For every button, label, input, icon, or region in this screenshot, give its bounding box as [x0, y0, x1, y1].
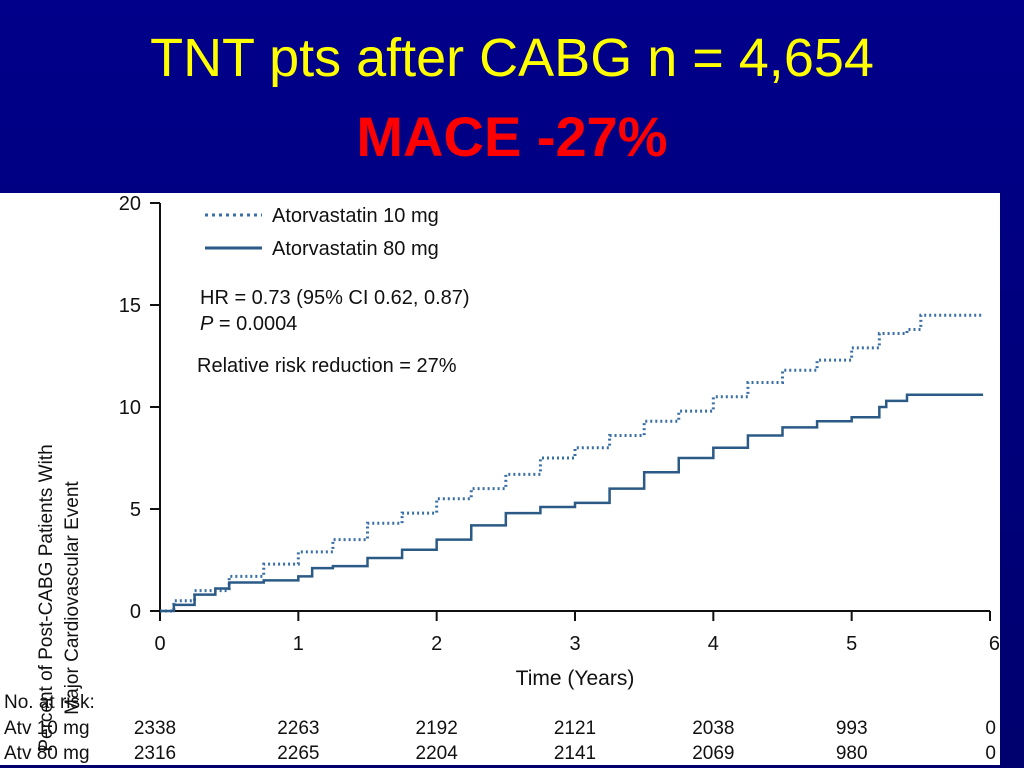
risk-row-label-atv80: Atv 80 mg	[4, 743, 90, 764]
risk-row-label-atv10: Atv 10 mg	[4, 718, 90, 739]
y-tick-label: 5	[130, 499, 141, 521]
slide-title: TNT pts after CABG n = 4,654	[150, 28, 874, 88]
x-tick-label: 6	[989, 633, 1000, 655]
x-tick-label: 4	[708, 633, 719, 655]
legend: Atorvastatin 10 mg Atorvastatin 80 mg	[205, 205, 439, 260]
risk-cell: 2338	[134, 718, 176, 739]
risk-cell: 0	[985, 743, 996, 764]
p-value-annotation: P = 0.0004	[200, 313, 297, 335]
risk-cell: 2265	[277, 743, 319, 764]
hazard-ratio-annotation: HR = 0.73 (95% CI 0.62, 0.87)	[200, 287, 470, 309]
series-layer	[160, 313, 984, 613]
risk-values: 2338 2263 2192 2121 2038 993 0 2316 2265 2204 2141…	[134, 718, 996, 764]
y-tick-label: 10	[119, 397, 141, 419]
x-axis-label: Time (Years)	[516, 667, 635, 690]
chart-axes: 0 5 10 15 20 0 1 2 3 4 5 6	[119, 193, 1000, 655]
rrr-annotation: Relative risk reduction = 27%	[197, 355, 457, 377]
y-axis-label-line2: Major Cardiovascular Event	[62, 481, 83, 715]
x-tick-label: 0	[154, 633, 165, 655]
risk-cell: 2204	[416, 743, 459, 764]
risk-cell: 2121	[554, 718, 596, 739]
x-tick-label: 1	[293, 633, 304, 655]
p-label: P	[200, 313, 214, 335]
risk-cell: 2192	[416, 718, 458, 739]
series-line-atv80	[160, 393, 984, 613]
risk-cell: 2038	[692, 718, 734, 739]
risk-cell: 2263	[277, 718, 319, 739]
risk-cell: 0	[985, 718, 996, 739]
risk-cell: 2069	[692, 743, 734, 764]
y-tick-label: 0	[130, 601, 141, 623]
risk-cell: 2316	[134, 743, 176, 764]
x-tick-label: 5	[846, 633, 857, 655]
risk-cell: 993	[836, 718, 868, 739]
km-chart: 0 5 10 15 20 0 1 2 3 4 5 6 Atorvastatin 10 mg Atorv…	[4, 193, 1000, 764]
series-line-atv10	[160, 313, 984, 613]
chart-panel: 0 5 10 15 20 0 1 2 3 4 5 6 Atorvastatin 10 mg Atorv…	[0, 193, 1000, 765]
risk-table-header: No. at risk:	[4, 692, 95, 713]
risk-cell: 980	[836, 743, 868, 764]
y-tick-label: 15	[119, 295, 141, 317]
risk-cell: 2141	[554, 743, 596, 764]
risk-table: No. at risk: Atv 10 mg Atv 80 mg 2338 226…	[4, 692, 996, 764]
x-tick-label: 3	[569, 633, 580, 655]
y-axis-label-line1: Percent of Post-CABG Patients With	[36, 444, 57, 751]
slide-subtitle: MACE -27%	[356, 105, 668, 168]
y-tick-label: 20	[119, 193, 141, 215]
legend-label-atv10: Atorvastatin 10 mg	[272, 205, 439, 227]
x-tick-label: 2	[431, 633, 442, 655]
p-value: = 0.0004	[213, 313, 297, 335]
legend-label-atv80: Atorvastatin 80 mg	[272, 238, 439, 260]
